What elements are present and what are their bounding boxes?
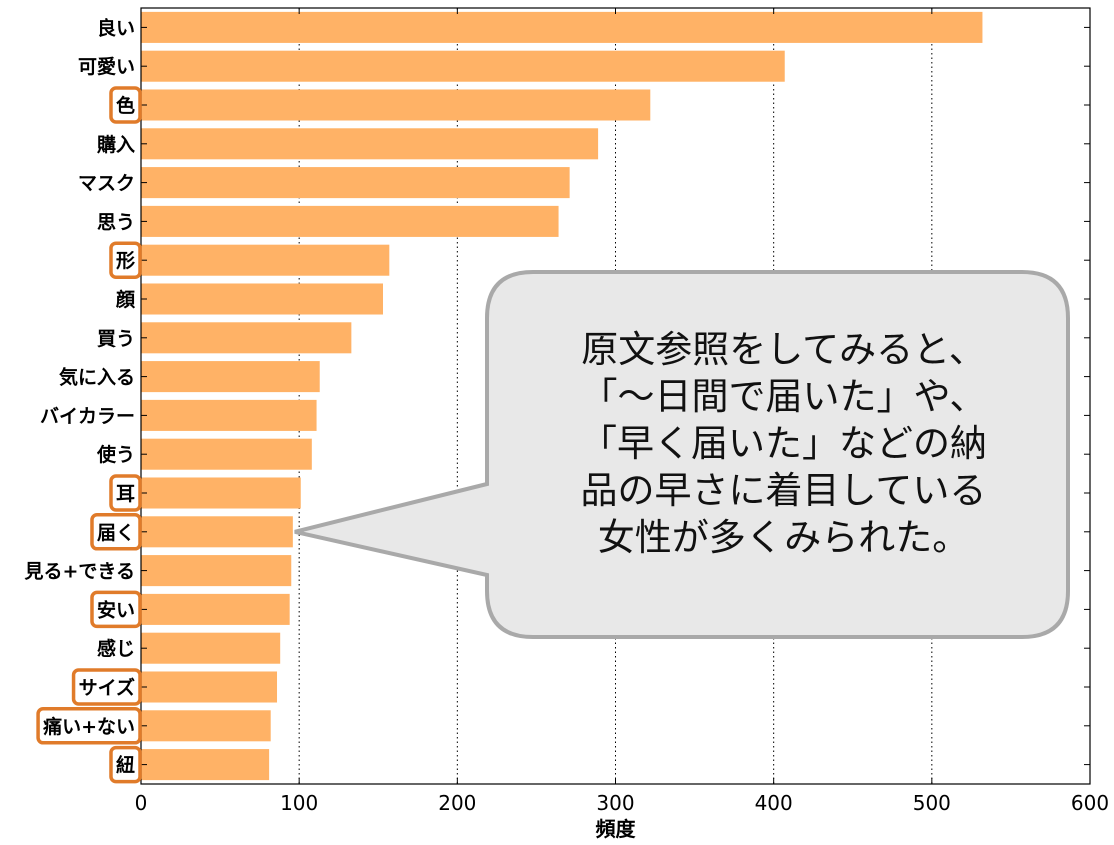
category-label: 届く [97,522,135,544]
callout-line: 「～日間で届いた」や、 [581,375,987,418]
category-label: 紐 [116,754,135,777]
category-label: 形 [116,250,135,272]
category-label: 使う [96,444,135,466]
bar [141,555,292,587]
bar [141,516,293,548]
bar [141,632,281,664]
callout-line: 原文参照をしてみると、 [581,328,985,371]
highlight-box [109,241,142,279]
x-tick-label: 0 [135,791,148,815]
highlight-box [109,745,142,784]
bar [141,593,290,625]
x-tick-label: 100 [280,791,318,815]
bar [141,128,599,160]
bar [141,50,785,82]
highlight-box [90,513,142,551]
bar [141,710,271,742]
bar [141,11,983,43]
bar [141,322,352,354]
category-label: 見る+できる [24,561,135,583]
bar [141,671,278,703]
bar [141,361,320,393]
category-label: 可愛い [78,56,135,78]
callout-line: 女性が多くみられた。 [598,516,969,559]
callout-bubble [294,270,1070,639]
bar [141,283,383,315]
bar [141,167,570,199]
category-label: マスク [78,173,135,195]
bar [141,399,317,431]
highlight-box [109,86,142,124]
category-label: 耳 [116,483,135,505]
category-label: 色 [116,94,135,117]
highlight-box [71,668,142,706]
bar [141,205,559,237]
category-label: サイズ [79,676,135,699]
callout-line: 「早く届いた」などの納 [580,422,987,465]
x-tick-label: 200 [438,791,476,815]
bars [141,11,983,781]
callout-line: 品の早さに着目している [581,469,987,512]
x-tick-label: 300 [596,791,634,815]
category-label: バイカラー [40,405,135,427]
callout-text: 原文参照をしてみると、「～日間で届いた」や、「早く届いた」などの納品の早さに着目… [580,328,987,559]
category-label: 購入 [97,133,135,156]
highlight-box [90,590,142,629]
category-labels: 良い可愛い色購入マスク思う形顔買う気に入るバイカラー使う耳届く見る+できる安い感… [24,16,142,784]
x-tick-label: 500 [913,791,951,815]
bar [141,244,390,276]
bar [141,438,312,470]
bar [141,89,651,121]
axis-ticks [140,8,1091,784]
highlight-box [36,707,142,745]
x-tick-label: 400 [755,791,793,815]
category-label: 良い [97,16,135,39]
category-label: 痛い+ない [43,715,135,738]
bar [141,749,270,781]
x-tick-label: 600 [1071,791,1109,815]
x-tick-labels: 0 100 200 300 400 500 600 [135,791,1109,815]
category-label: 買う [97,328,135,350]
category-label: 感じ [97,637,135,660]
x-axis-title: 頻度 [596,817,637,841]
category-label: 安い [97,598,135,621]
bar [141,477,301,509]
annotation-callout: 原文参照をしてみると、「～日間で届いた」や、「早く届いた」などの納品の早さに着目… [294,270,1070,639]
highlight-box [109,474,142,512]
category-label: 思う [97,211,135,233]
category-label: 気に入る [59,366,135,389]
category-label: 顔 [115,288,136,311]
